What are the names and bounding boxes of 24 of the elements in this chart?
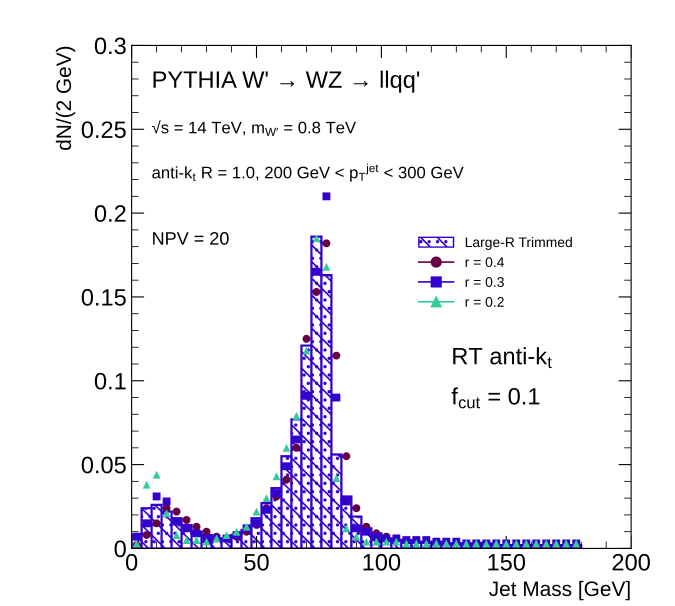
y-tick-label: 0.3: [94, 38, 126, 54]
y-tick-label: 0.05: [82, 456, 126, 474]
legend-label: r = 0.3: [466, 277, 504, 287]
x-axis-title: Jet Mass [GeV]: [489, 580, 630, 600]
annotation: RT anti-k$_{t}$: [453, 347, 552, 368]
legend-label: r = 0.4: [466, 257, 504, 268]
x-tick-label: 50: [244, 554, 269, 571]
legend-label: Large-R Trimmed: [466, 236, 572, 250]
y-tick-label: 0.25: [82, 121, 126, 138]
y-axis-title: dN/(2 GeV): [56, 46, 76, 150]
annotation: NPV = 20: [153, 232, 229, 245]
x-tick-label: 100: [363, 554, 400, 571]
y-tick-label: 0.15: [82, 289, 126, 306]
y-tick-label: 0.2: [94, 205, 126, 222]
y-tick-label: 0: [114, 540, 126, 558]
annotation: PYTHIA W' → WZ → llqq': [154, 70, 420, 93]
x-tick-label: 150: [488, 554, 526, 571]
x-tick-label: 200: [612, 554, 650, 571]
annotation: f$_{cut}$ = 0.1: [452, 387, 540, 408]
annotation: √s = 14 TeV, m$_{W′}$ = 0.8 TeV: [152, 120, 356, 136]
annotation: anti-k$_{t}$ R = 1.0, 200 GeV < p$_{T}$$^{jet}$ < 300 GeV: [152, 164, 464, 182]
legend-label: r = 0.2: [466, 297, 504, 307]
x-tick-label: 0: [126, 554, 138, 571]
y-tick-label: 0.1: [94, 372, 126, 390]
